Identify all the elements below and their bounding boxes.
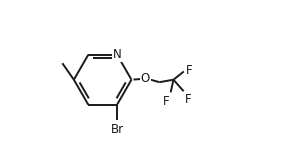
Text: O: O	[141, 72, 150, 85]
Text: Br: Br	[110, 123, 124, 136]
Text: F: F	[185, 64, 192, 77]
Text: N: N	[113, 48, 122, 61]
Text: F: F	[185, 93, 192, 106]
Text: F: F	[163, 94, 169, 108]
